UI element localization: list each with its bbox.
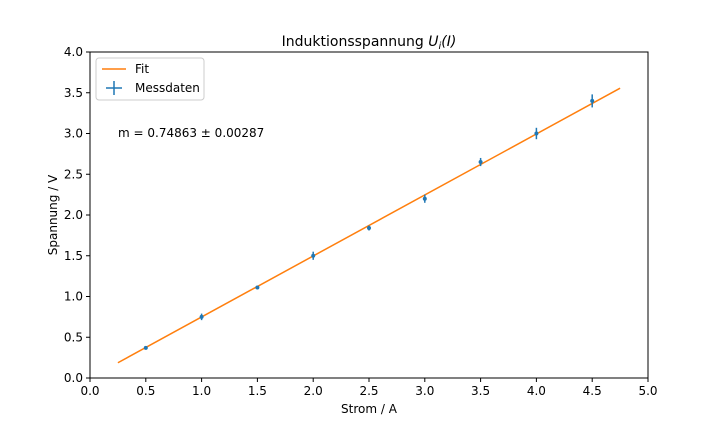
data-point [199, 314, 204, 319]
legend-data-label: Messdaten [135, 81, 200, 95]
y-tick-label: 2.5 [64, 167, 83, 181]
y-axis-label: Spannung / V [46, 174, 60, 255]
y-tick-label: 3.5 [64, 86, 83, 100]
data-point [534, 131, 539, 136]
x-tick-label: 1.5 [248, 384, 267, 398]
plot-frame [89, 51, 649, 379]
data-point [478, 160, 483, 165]
x-tick-label: 2.5 [359, 384, 378, 398]
legend: Fit Messdaten [95, 57, 205, 101]
y-tick-label: 0.0 [64, 371, 83, 385]
data-point [367, 226, 371, 231]
x-tick-label: 0.5 [136, 384, 155, 398]
x-tick-label: 1.0 [192, 384, 211, 398]
plot-area [117, 87, 621, 364]
data-point [311, 253, 316, 258]
y-tick-label: 1.0 [64, 290, 83, 304]
y-tick-label: 2.0 [64, 208, 83, 222]
slope-annotation: m = 0.74863 ± 0.00287 [118, 126, 264, 140]
x-tick-label: 4.5 [583, 384, 602, 398]
x-tick-label: 4.0 [527, 384, 546, 398]
x-tick-label: 5.0 [638, 384, 657, 398]
chart-title: Induktionsspannung Ui(I) [282, 34, 457, 52]
x-tick-label: 3.5 [471, 384, 490, 398]
data-point [422, 196, 427, 201]
x-axis-ticks: 0.0 0.5 1.0 1.5 2.0 2.5 3.0 3.5 4.0 4.5 5.0 [80, 378, 658, 398]
data-point [143, 345, 148, 350]
legend-fit-label: Fit [135, 62, 149, 76]
x-tick-label: 2.0 [304, 384, 323, 398]
y-tick-label: 0.5 [64, 330, 83, 344]
y-tick-label: 4.0 [64, 45, 83, 59]
data-point [255, 285, 260, 290]
x-tick-label: 0.0 [80, 384, 99, 398]
y-tick-label: 3.0 [64, 127, 83, 141]
x-axis-label: Strom / A [341, 402, 398, 416]
data-point [590, 98, 595, 103]
y-axis-ticks: 0.0 0.5 1.0 1.5 2.0 2.5 3.0 3.5 4.0 [64, 45, 90, 385]
y-tick-label: 1.5 [64, 249, 83, 263]
x-tick-label: 3.0 [415, 384, 434, 398]
